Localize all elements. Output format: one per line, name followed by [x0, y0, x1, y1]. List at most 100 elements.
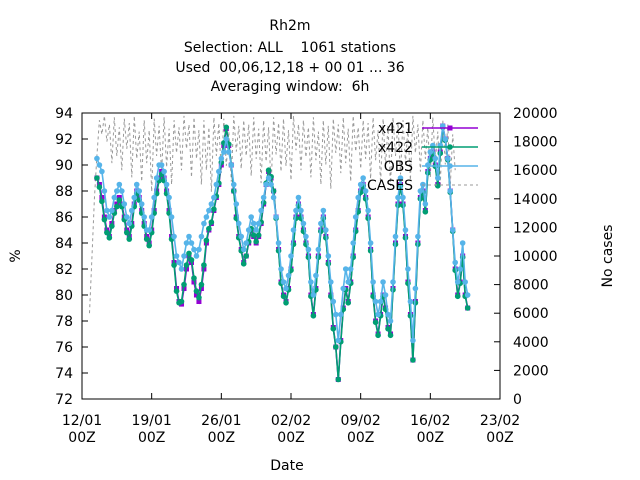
point-obs — [417, 188, 424, 194]
point-obs — [196, 246, 202, 253]
point-x422 — [196, 294, 202, 301]
y2-tick-label: 16000 — [513, 163, 558, 179]
point-obs — [186, 233, 192, 240]
point-obs — [380, 279, 386, 285]
point-x422 — [280, 293, 287, 300]
legend-label-x421: x421 — [378, 121, 413, 137]
y2-tick-label: 18000 — [513, 135, 558, 151]
point-obs — [365, 207, 371, 214]
point-obs — [109, 207, 115, 214]
axis-layer: 72 74 76 78 80 82 84 86 88 90 92 94 0 2000 4000 6000 800… — [55, 106, 557, 446]
point-obs — [176, 259, 182, 266]
y-tick-label: 94 — [55, 106, 73, 122]
point-obs — [138, 201, 145, 207]
point-obs — [397, 175, 404, 181]
point-obs — [96, 162, 103, 168]
series-line-cases — [89, 115, 456, 314]
point-x422 — [114, 203, 120, 210]
point-obs — [243, 240, 250, 246]
point-obs — [459, 240, 466, 246]
point-x422 — [223, 124, 230, 131]
x-tick-label-date: 12/01 — [62, 413, 102, 429]
point-x422 — [243, 253, 250, 259]
point-x422 — [335, 376, 342, 383]
x-tick-label-hour: 00Z — [68, 430, 95, 446]
point-x422 — [211, 206, 217, 212]
legend-label-cases: CASES — [367, 178, 413, 194]
point-x422 — [375, 332, 381, 339]
point-x422 — [208, 219, 215, 225]
y2-tick-label: 6000 — [513, 306, 549, 322]
point-obs — [240, 246, 247, 253]
point-obs — [203, 214, 210, 220]
point-x422 — [178, 298, 185, 305]
legend-label-x422: x422 — [378, 140, 413, 156]
legend-label-obs: OBS — [384, 159, 413, 175]
point-obs — [213, 181, 220, 188]
point-x422 — [283, 300, 289, 306]
point-x422 — [240, 261, 247, 267]
legend: x421 x422 OBS CASES — [367, 121, 478, 194]
point-obs — [146, 227, 152, 233]
y2-tick-label: 4000 — [513, 335, 549, 351]
point-x422 — [198, 281, 205, 288]
point-obs — [148, 214, 155, 220]
point-obs — [141, 214, 148, 220]
point-x422 — [265, 167, 272, 173]
point-x422 — [123, 229, 130, 236]
point-obs — [295, 194, 302, 201]
y-tick-label: 74 — [55, 366, 73, 382]
point-obs — [193, 253, 200, 259]
point-x422 — [434, 183, 441, 189]
y-tick-label: 88 — [55, 184, 73, 200]
point-obs — [126, 220, 133, 227]
point-obs — [313, 272, 319, 279]
point-obs — [362, 188, 369, 194]
point-obs — [250, 220, 257, 227]
point-obs — [263, 181, 269, 188]
point-obs — [335, 337, 342, 344]
point-obs — [370, 279, 376, 285]
plot-frame — [81, 112, 501, 400]
point-obs — [288, 253, 294, 259]
point-obs — [385, 311, 391, 318]
point-obs — [216, 168, 222, 175]
x-tick-label-date: 26/01 — [201, 413, 241, 429]
point-obs — [303, 233, 309, 240]
point-x422 — [332, 344, 339, 350]
point-obs — [395, 194, 401, 201]
point-obs — [375, 311, 381, 318]
point-obs — [255, 220, 262, 227]
point-obs — [173, 253, 180, 259]
point-obs — [347, 266, 354, 272]
y-axis-label: % — [8, 249, 24, 262]
point-obs — [337, 311, 344, 318]
point-obs — [278, 266, 284, 272]
x-tick-label-date: 09/02 — [340, 413, 380, 429]
point-x422 — [183, 262, 190, 268]
point-x422 — [203, 237, 210, 244]
y2-tick-label: 10000 — [513, 249, 558, 265]
point-obs — [452, 259, 459, 266]
chart-title: Rh2m Selection: ALL 1061 stations Used 0… — [175, 18, 404, 95]
point-obs — [223, 136, 230, 142]
y-tick-label: 90 — [55, 158, 73, 174]
point-obs — [99, 168, 105, 175]
y-tick-label: 76 — [55, 340, 73, 356]
point-obs — [166, 194, 172, 201]
x-tick-label-hour: 00Z — [347, 430, 374, 446]
y2-tick-label: 2000 — [513, 363, 549, 379]
point-x422 — [385, 326, 391, 332]
x-tick-label-date: 02/02 — [271, 413, 311, 429]
point-obs — [265, 175, 272, 181]
point-obs — [352, 214, 359, 220]
y-tick-label: 92 — [55, 132, 73, 148]
point-obs — [345, 279, 352, 285]
point-obs — [171, 233, 177, 240]
point-x421 — [193, 292, 199, 298]
point-obs — [188, 240, 195, 246]
point-obs — [258, 207, 264, 214]
point-obs — [300, 220, 307, 227]
point-obs — [191, 246, 197, 253]
